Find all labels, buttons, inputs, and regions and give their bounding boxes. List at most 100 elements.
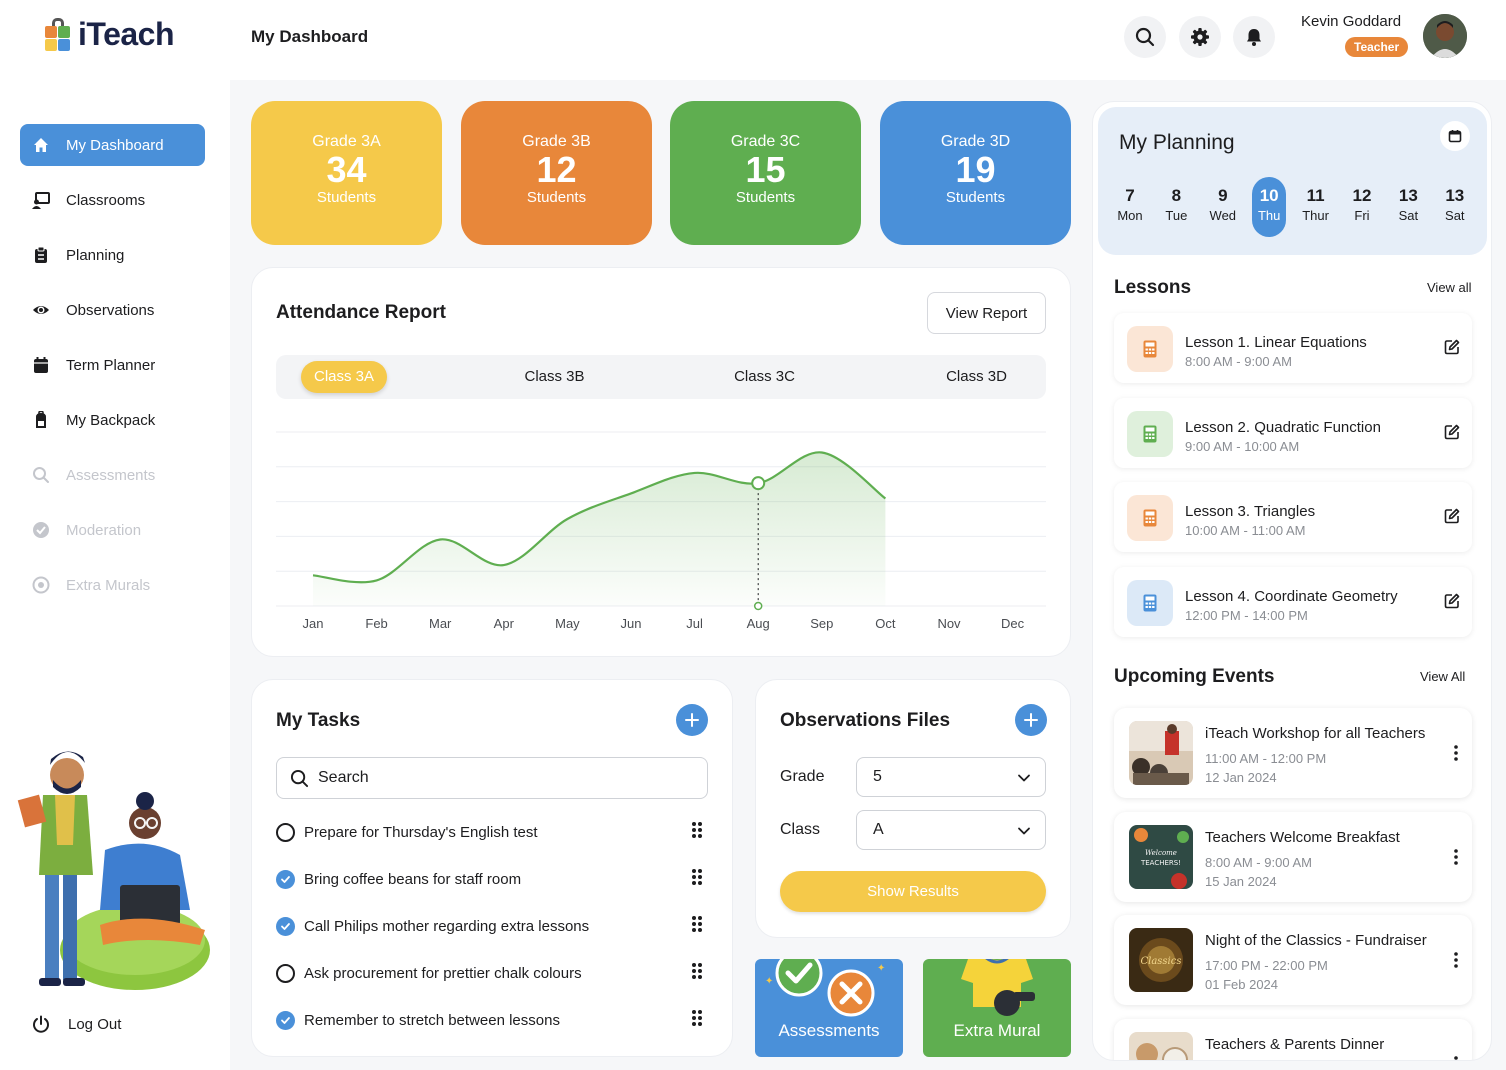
my-tasks-card: My Tasks Prepare for Thursday's English … bbox=[251, 679, 733, 1057]
sidebar-item-my-dashboard[interactable]: My Dashboard bbox=[20, 124, 205, 166]
lesson-item[interactable]: Lesson 4. Coordinate Geometry 12:00 PM - … bbox=[1114, 566, 1472, 637]
attendance-report-card: Attendance Report View Report Class 3A Cl… bbox=[251, 267, 1071, 657]
tab-class-3c[interactable]: Class 3C bbox=[734, 368, 795, 385]
tab-class-3a[interactable]: Class 3A bbox=[301, 361, 387, 393]
edit-icon[interactable] bbox=[1444, 424, 1460, 440]
planning-day[interactable]: 13 Sat bbox=[1438, 177, 1472, 237]
lesson-item[interactable]: Lesson 3. Triangles 10:00 AM - 11:00 AM bbox=[1114, 482, 1472, 552]
task-checkbox-checked[interactable] bbox=[276, 869, 295, 889]
app-logo[interactable]: iTeach bbox=[44, 16, 175, 53]
task-search bbox=[276, 757, 708, 799]
planning-day[interactable]: 9 Wed bbox=[1206, 177, 1240, 237]
class-select[interactable]: A bbox=[856, 810, 1046, 850]
lesson-title: Lesson 1. Linear Equations bbox=[1185, 334, 1367, 351]
sidebar-item-classrooms[interactable]: Classrooms bbox=[20, 179, 205, 221]
search-button[interactable] bbox=[1124, 16, 1166, 58]
day-name: Wed bbox=[1209, 208, 1237, 223]
task-checkbox-checked[interactable] bbox=[276, 916, 295, 936]
x-tick-label: Oct bbox=[875, 616, 896, 631]
user-avatar[interactable] bbox=[1423, 14, 1467, 58]
show-results-button[interactable]: Show Results bbox=[780, 871, 1046, 912]
x-tick-label: Jul bbox=[686, 616, 703, 631]
events-view-all-link[interactable]: View All bbox=[1420, 669, 1466, 684]
lessons-view-all-link[interactable]: View all bbox=[1427, 280, 1472, 295]
calendar-button[interactable] bbox=[1440, 121, 1470, 151]
view-report-button[interactable]: View Report bbox=[927, 292, 1046, 334]
grade-select[interactable]: 5 bbox=[856, 757, 1046, 797]
planning-day[interactable]: 13 Sat bbox=[1391, 177, 1425, 237]
lesson-item[interactable]: Lesson 2. Quadratic Function 9:00 AM - 10… bbox=[1114, 397, 1472, 468]
more-vertical-icon[interactable] bbox=[1454, 848, 1458, 865]
drag-handle-icon[interactable] bbox=[692, 1010, 702, 1026]
grade-name: Grade 3C bbox=[730, 133, 801, 150]
add-observation-button[interactable] bbox=[1015, 704, 1047, 736]
event-item[interactable]: Teachers & Parents Dinner bbox=[1114, 1018, 1472, 1062]
planning-day[interactable]: 12 Fri bbox=[1345, 177, 1379, 237]
sidebar-item-term-planner[interactable]: Term Planner bbox=[20, 344, 205, 386]
logo-mark-icon bbox=[44, 17, 72, 52]
lesson-item[interactable]: Lesson 1. Linear Equations 8:00 AM - 9:00… bbox=[1114, 313, 1472, 383]
page-title: My Dashboard bbox=[251, 27, 369, 46]
sidebar-item-my-backpack[interactable]: My Backpack bbox=[20, 399, 205, 441]
search-icon bbox=[1135, 27, 1155, 47]
highlight-marker[interactable] bbox=[751, 476, 766, 491]
event-time: 8:00 AM - 9:00 AM bbox=[1205, 854, 1312, 870]
drag-handle-icon[interactable] bbox=[692, 869, 702, 885]
task-checkbox[interactable] bbox=[276, 963, 295, 983]
svg-text:Classics: Classics bbox=[1140, 956, 1181, 967]
event-item[interactable]: Welcome TEACHERS! Teachers Welcome Breakfa… bbox=[1114, 811, 1472, 902]
day-number: 8 bbox=[1171, 186, 1182, 205]
edit-icon[interactable] bbox=[1444, 508, 1460, 524]
drag-handle-icon[interactable] bbox=[692, 822, 702, 838]
grade-card-grade-3b[interactable]: Grade 3B 12 Students bbox=[461, 101, 652, 245]
my-planning: My Planning 7 Mon 8 Tue 9 Wed 10 Thu 11 Thur 12 Fri… bbox=[1098, 107, 1487, 255]
notifications-button[interactable] bbox=[1233, 16, 1275, 58]
x-tick-label: Jun bbox=[621, 616, 642, 631]
event-item[interactable]: Classics Night of the Classics - Fundrais… bbox=[1114, 915, 1472, 1005]
student-count: 34 bbox=[326, 149, 367, 190]
x-tick-label: Dec bbox=[1001, 616, 1025, 631]
svg-text:Welcome: Welcome bbox=[1145, 849, 1177, 857]
more-vertical-icon[interactable] bbox=[1454, 1055, 1458, 1062]
edit-icon[interactable] bbox=[1444, 593, 1460, 609]
task-checkbox-checked[interactable] bbox=[276, 1010, 295, 1030]
sidebar-item-observations[interactable]: Observations bbox=[20, 289, 205, 331]
sidebar-item-planning[interactable]: Planning bbox=[20, 234, 205, 276]
extra-mural-tile[interactable]: Extra Mural bbox=[923, 959, 1071, 1057]
task-search-input[interactable] bbox=[318, 769, 678, 787]
tab-class-3b[interactable]: Class 3B bbox=[524, 368, 585, 385]
settings-button[interactable] bbox=[1179, 16, 1221, 58]
search-icon bbox=[290, 769, 309, 787]
planning-day[interactable]: 8 Tue bbox=[1159, 177, 1193, 237]
planning-day[interactable]: 10 Thu bbox=[1252, 177, 1287, 237]
sidebar-item-assessments[interactable]: Assessments bbox=[20, 454, 205, 496]
planning-day[interactable]: 7 Mon bbox=[1113, 177, 1147, 237]
class-tabs: Class 3A Class 3B Class 3C Class 3D bbox=[276, 355, 1046, 399]
lesson-title: Lesson 4. Coordinate Geometry bbox=[1185, 587, 1398, 605]
task-text: Call Philips mother regarding extra less… bbox=[304, 917, 590, 935]
check-icon bbox=[281, 922, 290, 930]
grade-card-grade-3d[interactable]: Grade 3D 19 Students bbox=[880, 101, 1071, 245]
edit-icon[interactable] bbox=[1444, 339, 1460, 355]
logout-button[interactable]: Log Out bbox=[32, 1015, 121, 1033]
more-vertical-icon[interactable] bbox=[1454, 745, 1458, 761]
task-text: Remember to stretch between lessons bbox=[304, 1011, 560, 1029]
add-task-button[interactable] bbox=[676, 704, 708, 736]
assessments-tile[interactable]: ✦ ✦ Assessments bbox=[755, 959, 903, 1057]
tab-class-3d[interactable]: Class 3D bbox=[946, 368, 1007, 385]
drag-handle-icon[interactable] bbox=[692, 963, 702, 979]
x-tick-label: Sep bbox=[810, 616, 833, 631]
grade-card-grade-3a[interactable]: Grade 3A 34 Students bbox=[251, 101, 442, 245]
search-icon bbox=[32, 466, 50, 484]
attendance-line bbox=[312, 451, 887, 584]
event-item[interactable]: iTeach Workshop for all Teachers 11:00 AM… bbox=[1114, 708, 1472, 798]
planning-day[interactable]: 11 Thur bbox=[1299, 177, 1333, 237]
sidebar-item-moderation[interactable]: Moderation bbox=[20, 509, 205, 551]
sidebar-item-extra-murals[interactable]: Extra Murals bbox=[20, 564, 205, 606]
class-select-value: A bbox=[873, 821, 884, 838]
task-checkbox[interactable] bbox=[276, 822, 295, 842]
drag-handle-icon[interactable] bbox=[692, 916, 702, 932]
more-vertical-icon[interactable] bbox=[1454, 952, 1458, 968]
grade-card-grade-3c[interactable]: Grade 3C 15 Students bbox=[670, 101, 861, 245]
grade-name: Grade 3B bbox=[522, 133, 591, 150]
